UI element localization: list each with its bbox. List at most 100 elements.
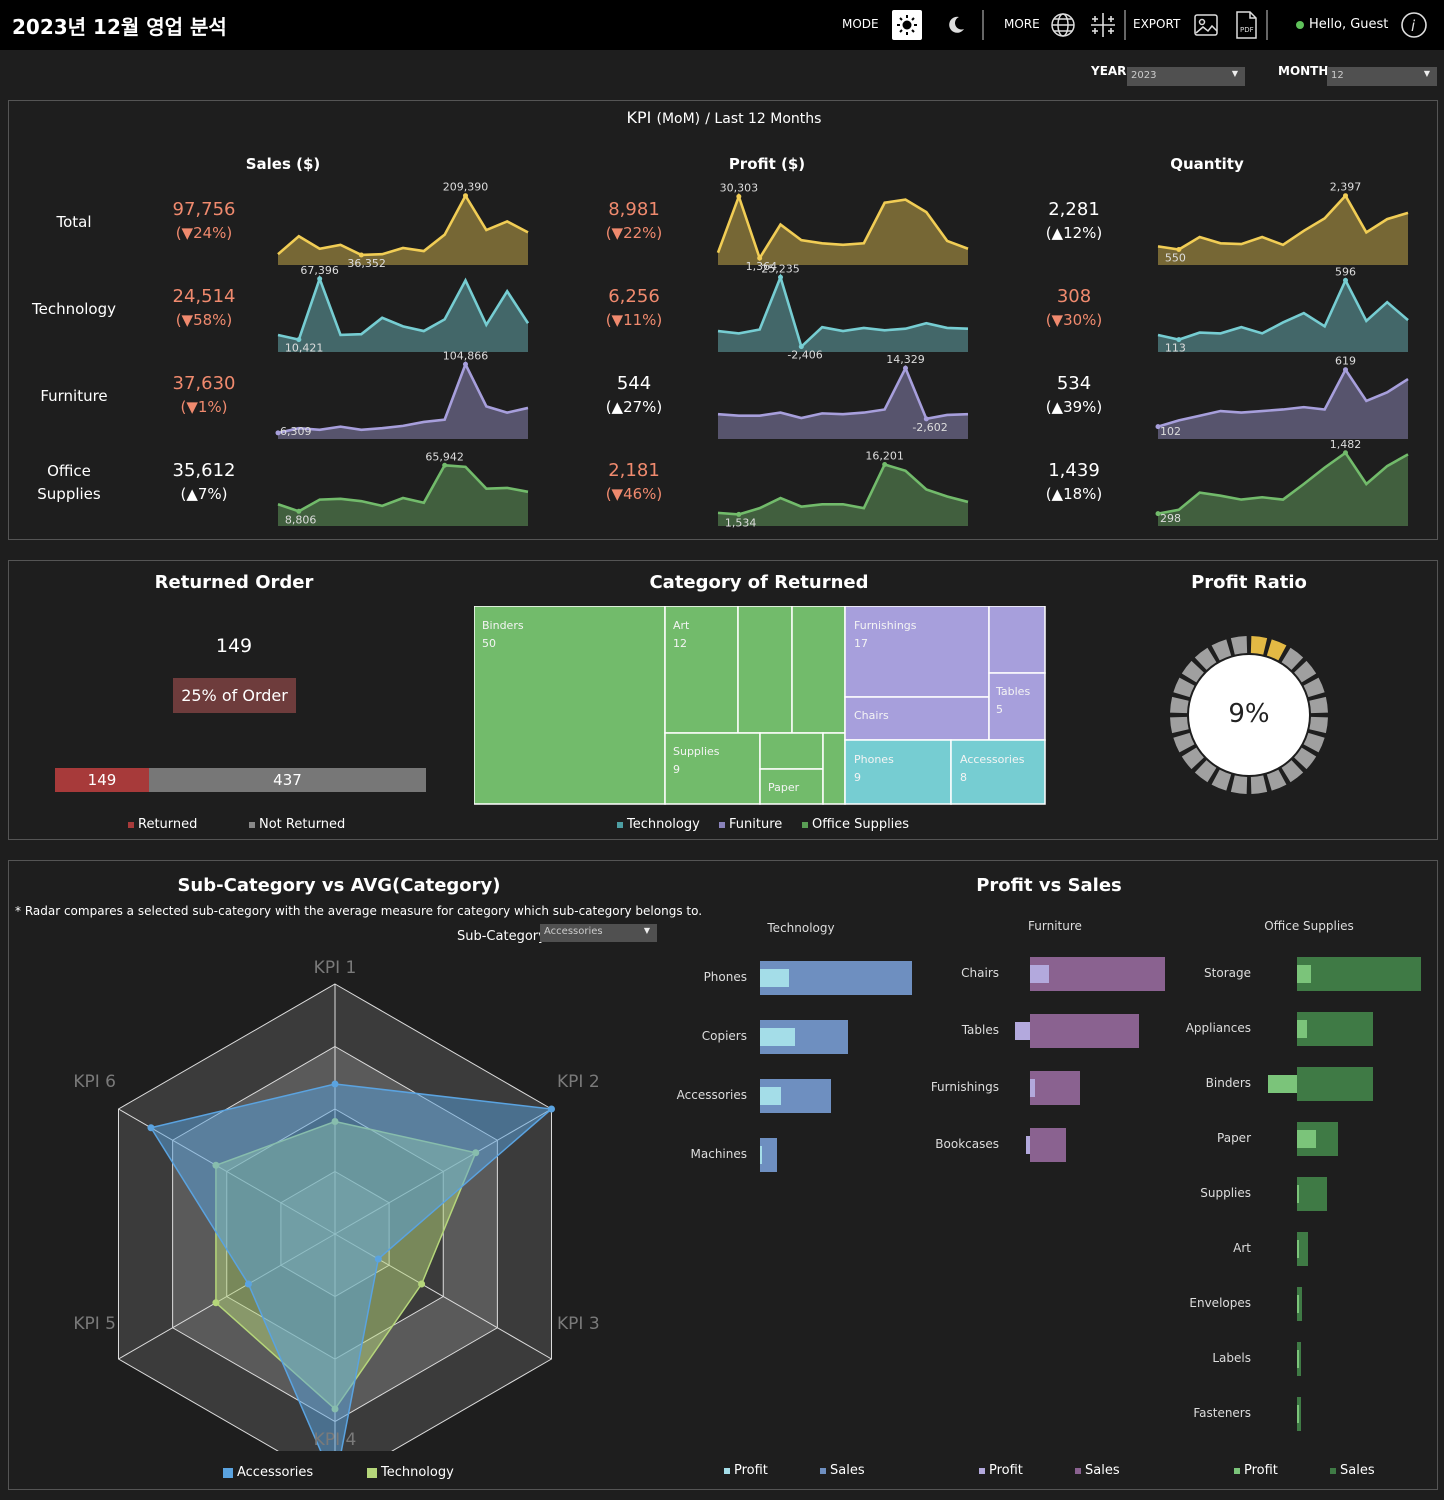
treemap-label: Supplies: [673, 745, 720, 758]
sparkline-area: [1158, 195, 1408, 265]
sparkline-max-point: [463, 361, 468, 367]
info-icon[interactable]: i: [1398, 9, 1430, 41]
sparkline-line: [1157, 277, 1409, 341]
pvs-profit-bar: [760, 1028, 795, 1046]
toolbar-divider: [982, 10, 984, 40]
treemap-cell[interactable]: [822, 732, 846, 805]
treemap-cell-furnishings[interactable]: [844, 606, 990, 698]
legend-label: Accessories: [237, 1465, 314, 1480]
ratio-ring-segment: [1230, 636, 1248, 655]
sparkline-max-label: 65,942: [425, 450, 464, 463]
radar-point: [548, 1105, 556, 1113]
treemap-cell-accessories[interactable]: [950, 739, 1046, 805]
treemap-cell[interactable]: [988, 606, 1046, 674]
category-returned-title: Category of Returned: [649, 572, 869, 593]
kpi-profit-value: 2,181: [608, 460, 660, 481]
column-header-sales: Sales ($): [245, 155, 321, 173]
pvs-subcategory-label: Labels: [1212, 1351, 1251, 1365]
sparkline-max-point: [442, 462, 448, 468]
ratio-ring-segment: [1266, 639, 1287, 661]
kpi-profit-change: (▲27%): [605, 398, 663, 416]
treemap-value: 9: [673, 763, 680, 776]
sparkline-area: [1158, 369, 1408, 439]
pvs-legend-profit: Profit: [1234, 1463, 1278, 1478]
pvs-profit-bar: [1297, 1240, 1300, 1258]
treemap-label: Paper: [768, 781, 800, 794]
treemap-value: 8: [960, 771, 967, 784]
globe-icon[interactable]: [1047, 9, 1079, 41]
treemap-cell[interactable]: [791, 606, 846, 734]
ratio-ring-segment: [1230, 775, 1248, 794]
kpi-sales-change: (▼24%): [175, 224, 233, 242]
ratio-ring-segment: [1194, 647, 1217, 670]
sparkline-max-point: [882, 462, 888, 467]
year-select[interactable]: 2023 ▼: [1127, 67, 1245, 86]
sparkline-max-point: [778, 274, 783, 280]
treemap-cell-chairs[interactable]: [844, 696, 990, 741]
kpi-quantity-sparkline: 1,482 298: [1155, 438, 1409, 526]
kpi-quantity-value: 2,281: [1048, 199, 1100, 220]
legend-label: Sales: [1085, 1463, 1120, 1478]
treemap-label: Tables: [995, 685, 1030, 698]
sparkline-min-point: [1176, 337, 1182, 343]
kpi-row-label: Technology: [31, 300, 117, 318]
kpi-title-main: KPI: [626, 108, 652, 127]
kpi-sales-sparkline: 104,866 6,309: [275, 349, 529, 439]
ratio-ring-segment: [1250, 775, 1268, 794]
treemap-cell-supplies[interactable]: [664, 732, 761, 805]
kpi-sales-value: 37,630: [172, 373, 236, 394]
tableau-icon[interactable]: [1087, 9, 1119, 41]
kpi-sales-value: 97,756: [172, 199, 236, 220]
light-mode-sun-icon[interactable]: [892, 10, 922, 40]
sparkline-line: [717, 273, 969, 350]
month-select[interactable]: 12 ▼: [1327, 67, 1437, 86]
dark-mode-moon-icon[interactable]: [940, 9, 972, 41]
treemap-value: 5: [996, 703, 1003, 716]
pvs-subcategory-label: Binders: [1205, 1076, 1251, 1090]
kpi-quantity-sparkline: 596 113: [1157, 265, 1409, 355]
sparkline-area: [278, 364, 528, 439]
sparkline-min-label: 1,364: [746, 260, 778, 273]
pvs-profit-bar: [1297, 1405, 1299, 1423]
pvs-profit-bar: [1268, 1075, 1297, 1093]
sparkline-max-point: [1343, 193, 1348, 199]
treemap-value: 17: [854, 637, 868, 650]
kpi-profit-change: (▼46%): [605, 485, 663, 503]
treemap-cell-paper[interactable]: [759, 768, 824, 805]
sparkline-min-label: -2,602: [912, 421, 947, 434]
sparkline-area: [718, 368, 968, 439]
year-select-value: 2023: [1131, 70, 1157, 81]
profit-ratio-donut: [1170, 636, 1328, 794]
ratio-center: [1189, 655, 1309, 775]
sparkline-max-label: 16,201: [865, 450, 904, 463]
sparkline-area: [278, 465, 528, 526]
year-filter-label: YEAR: [1091, 64, 1127, 78]
sub-category-select[interactable]: Accessories ▼: [540, 924, 657, 942]
treemap-cell-binders[interactable]: [474, 606, 666, 805]
chevron-down-icon: ▼: [643, 926, 650, 935]
sparkline-area: [718, 196, 968, 265]
pvs-legend-sales: Sales: [1075, 1463, 1120, 1478]
treemap-cell-phones[interactable]: [844, 739, 952, 805]
kpi-sales-change: (▼58%): [175, 311, 233, 329]
sparkline-max-label: 30,303: [720, 181, 759, 194]
pvs-profit-bar: [1015, 1022, 1030, 1040]
legend-swatch: [128, 821, 134, 828]
sparkline-max-label: 14,329: [886, 353, 925, 366]
sparkline-max-label: 209,390: [443, 181, 489, 194]
treemap-cell[interactable]: [759, 732, 824, 770]
treemap-value: 12: [673, 637, 687, 650]
treemap-label: Furnishings: [854, 619, 917, 632]
sparkline-min-point: [798, 344, 804, 350]
sparkline-max-label: 2,397: [1330, 181, 1362, 194]
chevron-down-icon: ▼: [1423, 69, 1430, 78]
radar-point: [418, 1280, 426, 1288]
pdf-export-icon[interactable]: PDF: [1230, 9, 1262, 41]
kpi-quantity-value: 308: [1056, 286, 1092, 307]
legend-swatch: [979, 1467, 985, 1474]
profit-ratio-value: 9%: [1228, 699, 1270, 729]
image-export-icon[interactable]: [1190, 9, 1222, 41]
ratio-ring-segment: [1309, 696, 1328, 714]
legend-returned: Returned: [128, 817, 197, 832]
treemap-cell[interactable]: [737, 606, 793, 734]
